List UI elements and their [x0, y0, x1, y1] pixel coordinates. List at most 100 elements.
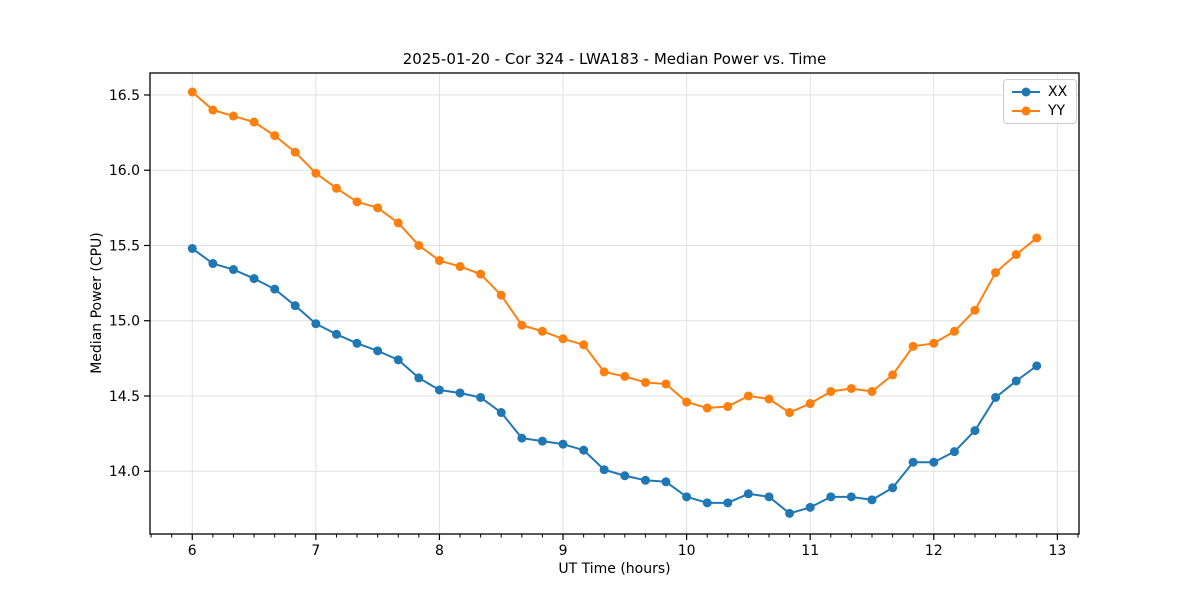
legend-entry-xx: XX — [1012, 85, 1067, 99]
series-yy-point — [208, 105, 218, 115]
x-tick-label: 11 — [801, 543, 819, 559]
series-yy-point — [455, 262, 465, 272]
series-yy-point — [970, 305, 980, 315]
series-yy-point — [228, 111, 238, 121]
x-tick-label: 8 — [435, 543, 444, 559]
series-xx-point — [331, 329, 341, 339]
series-xx-point — [867, 495, 877, 505]
x-tick-label: 12 — [925, 543, 943, 559]
series-yy-point — [929, 338, 939, 348]
x-tick-label: 13 — [1048, 543, 1066, 559]
series-xx-point — [743, 489, 753, 499]
chart-title: 2025-01-20 - Cor 324 - LWA183 - Median P… — [402, 50, 827, 68]
series-yy-point — [311, 168, 321, 178]
series-yy-point — [476, 269, 486, 279]
series-yy-point — [826, 386, 836, 396]
series-xx-point — [970, 426, 980, 436]
series-yy-point — [270, 131, 280, 141]
series-xx-point — [640, 475, 650, 485]
x-tick-label: 10 — [678, 543, 696, 559]
series-yy-point — [249, 117, 259, 127]
series-xx-point — [455, 388, 465, 398]
series-xx-point — [991, 392, 1001, 402]
series-yy-point — [579, 340, 589, 350]
series-yy-point — [764, 394, 774, 404]
series-yy-point — [434, 256, 444, 266]
y-tick-label: 14.5 — [109, 389, 140, 405]
series-yy-point — [640, 377, 650, 387]
series-xx-point — [846, 492, 856, 502]
series-xx-point — [764, 492, 774, 502]
series-xx-point — [929, 457, 939, 467]
series-yy-point — [620, 371, 630, 381]
plot-border — [149, 72, 1080, 535]
legend-marker-xx-icon — [1021, 87, 1031, 97]
series-xx-point — [579, 445, 589, 455]
series-yy-point — [537, 326, 547, 336]
series-yy-point — [702, 403, 712, 413]
series-xx-point — [702, 498, 712, 508]
series-xx-point — [208, 259, 218, 269]
series-yy-point — [661, 379, 671, 389]
series-xx-point — [785, 508, 795, 518]
series-xx-point — [373, 346, 383, 356]
series-xx-point — [723, 498, 733, 508]
series-yy-point — [785, 408, 795, 418]
series-yy-point — [991, 268, 1001, 278]
series-xx-line — [191, 247, 1038, 515]
series-xx-point — [599, 465, 609, 475]
legend: XX YY — [1003, 79, 1078, 124]
series-xx-point — [414, 373, 424, 383]
series-yy-point — [331, 183, 341, 193]
series-yy-point — [949, 326, 959, 336]
series-xx-point — [434, 385, 444, 395]
y-tick-label: 14.0 — [109, 464, 140, 480]
y-tick-label: 15.5 — [109, 238, 140, 254]
series-xx-point — [270, 284, 280, 294]
series-yy-point — [599, 367, 609, 377]
y-tick-label: 16.5 — [109, 88, 140, 104]
series-xx-point — [228, 265, 238, 275]
y-tick-label: 15.0 — [109, 314, 140, 330]
series-yy-point — [805, 399, 815, 409]
series-yy-point — [393, 218, 403, 228]
legend-line-yy-icon — [1012, 106, 1040, 116]
series-xx-point — [187, 243, 197, 253]
series-yy-point — [908, 341, 918, 351]
series-yy-point — [373, 203, 383, 213]
series-yy-point — [558, 334, 568, 344]
y-axis-label: Median Power (CPU) — [89, 232, 105, 374]
series-xx-point — [352, 338, 362, 348]
series-xx-point — [290, 301, 300, 311]
series-yy-point — [867, 386, 877, 396]
series-xx-point — [1032, 361, 1042, 371]
series-xx-point — [620, 471, 630, 481]
series-yy-point — [352, 197, 362, 207]
series-yy-point — [290, 147, 300, 157]
series-yy-point — [517, 320, 527, 330]
series-xx-point — [949, 447, 959, 457]
series-yy-point — [414, 240, 424, 250]
series-yy-line — [191, 91, 1038, 414]
series-yy-point — [743, 391, 753, 401]
series-yy-point — [846, 383, 856, 393]
series-xx-point — [908, 457, 918, 467]
series-yy-point — [187, 87, 197, 97]
legend-label-xx: XX — [1048, 84, 1068, 100]
series-xx-point — [1011, 376, 1021, 386]
series-xx-point — [311, 319, 321, 329]
series-xx-point — [888, 483, 898, 493]
series-xx-point — [682, 492, 692, 502]
legend-entry-yy: YY — [1012, 104, 1067, 118]
series-xx-point — [496, 408, 506, 418]
series-xx-point — [805, 502, 815, 512]
series-xx-point — [537, 436, 547, 446]
y-tick-label: 16.0 — [109, 163, 140, 179]
legend-marker-yy-icon — [1021, 106, 1031, 116]
series-yy-point — [1032, 233, 1042, 243]
series-yy-point — [1011, 250, 1021, 260]
series-xx-point — [558, 439, 568, 449]
series-xx-point — [476, 392, 486, 402]
